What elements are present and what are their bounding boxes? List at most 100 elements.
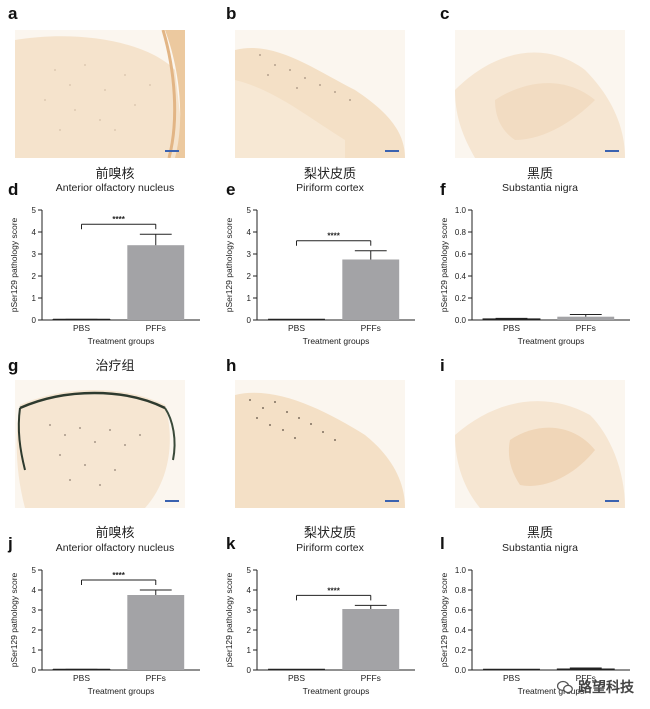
y-tick-label: 0.6 [455,606,467,615]
y-tick-label: 1 [32,646,37,655]
wechat-icon [557,680,573,694]
x-tick-label: PBS [288,673,305,683]
x-tick-label: PFFs [146,323,166,333]
chart-e-title-en: Piriform cortex [296,182,364,194]
x-tick-label: PFFs [576,323,596,333]
bar-chart-k: 0 1 2 3 4 5 pSer129 pathology score PBS PFFs Trea… [224,566,415,696]
chart-k-title-en: Piriform cortex [296,542,364,554]
x-tick-label: PBS [73,323,90,333]
micrograph-h [235,380,405,508]
y-tick-label: 1.0 [455,566,467,575]
y-tick-label: 1 [32,294,37,303]
y-axis-label: pSer129 pathology score [439,572,449,667]
watermark-text: 路望科技 [578,680,634,696]
y-tick-label: 4 [247,586,252,595]
y-tick-label: 1 [247,294,252,303]
x-tick-label: PBS [73,673,90,683]
chart-e-title-cn: 梨状皮质 [303,167,356,182]
x-axis-label: Treatment groups [303,686,370,696]
significance-stars: **** [112,571,125,580]
micrograph-a [15,30,185,158]
bar-chart-j: 0 1 2 3 4 5 pSer129 pathology score PBS PFFs Trea… [9,566,200,696]
panel-letter-l: l [440,534,445,553]
y-axis-label: pSer129 pathology score [439,217,449,312]
y-tick-label: 2 [32,626,37,635]
significance-stars: **** [327,586,340,595]
panel-letter-a: a [8,4,18,23]
x-axis-label: Treatment groups [303,336,370,346]
y-tick-label: 0 [247,666,252,675]
y-tick-label: 2 [32,272,37,281]
x-axis-label: Treatment groups [518,686,585,696]
chart-d-title-en: Anterior olfactory nucleus [55,182,175,194]
y-tick-label: 3 [247,250,252,259]
bar-chart-f: 0.0 0.2 0.4 0.6 0.8 1.0 pSer129 pathology scor… [439,206,630,346]
y-tick-label: 0.0 [455,666,467,675]
y-tick-label: 4 [247,228,252,237]
bar-pffs [127,595,185,670]
y-tick-label: 5 [32,206,37,215]
panel-letter-k: k [226,534,236,553]
micrograph-b [235,30,405,158]
x-axis-label: Treatment groups [88,686,155,696]
panel-letter-c: c [440,4,450,23]
y-tick-label: 5 [32,566,37,575]
micrograph-i [455,380,625,508]
chart-j-title-en: Anterior olfactory nucleus [55,542,175,554]
y-tick-label: 2 [247,626,252,635]
bar-pffs [557,316,615,320]
panel-letter-j: j [8,534,13,553]
y-tick-label: 4 [32,586,37,595]
panel-letter-i: i [440,356,445,375]
y-tick-label: 3 [32,250,37,259]
y-axis-label: pSer129 pathology score [224,572,234,667]
y-tick-label: 3 [32,606,37,615]
chart-l-title-en: Substantia nigra [502,542,578,554]
y-tick-label: 0.8 [455,586,467,595]
significance-stars: **** [112,215,125,224]
bar-pffs [342,609,400,670]
y-tick-label: 0 [32,316,37,325]
panel-letter-b: b [226,4,237,23]
micrograph-g [15,380,185,508]
chart-k-title-cn: 梨状皮质 [303,526,356,541]
micrograph-c [455,30,625,158]
y-tick-label: 5 [247,206,252,215]
chart-f-title-en: Substantia nigra [502,182,578,194]
x-tick-label: PBS [288,323,305,333]
x-tick-label: PBS [503,673,520,683]
chart-f-title-cn: 黑质 [526,167,553,182]
bar-pffs [342,259,400,320]
y-tick-label: 2 [247,272,252,281]
chart-j-title-cn: 前嗅核 [95,526,135,541]
y-tick-label: 0.6 [455,250,467,259]
y-tick-label: 0.0 [455,316,467,325]
y-tick-label: 5 [247,566,252,575]
y-tick-label: 3 [247,606,252,615]
panel-letter-g: g [8,356,19,375]
panel-letter-f: f [440,180,446,199]
panel-letter-e: e [226,180,236,199]
y-tick-label: 0.2 [455,646,467,655]
bar-chart-d: 0 1 2 3 4 5 pSer129 pathology score PBS PFFs Trea… [9,206,200,346]
x-tick-label: PFFs [361,323,381,333]
y-tick-label: 4 [32,228,37,237]
y-tick-label: 0.4 [455,272,467,281]
y-tick-label: 0.8 [455,228,467,237]
x-tick-label: PBS [503,323,520,333]
panel-letter-h: h [226,356,237,375]
chart-l-title-cn: 黑质 [526,526,553,541]
group-g-title-cn: 治疗组 [95,359,135,374]
chart-d-title-cn: 前嗅核 [95,167,135,182]
y-tick-label: 0.2 [455,294,467,303]
y-tick-label: 0 [247,316,252,325]
x-tick-label: PFFs [361,673,381,683]
significance-stars: **** [327,232,340,241]
bar-chart-e: 0 1 2 3 4 5 pSer129 pathology score PBS PFFs Trea… [224,206,415,346]
y-axis-label: pSer129 pathology score [224,217,234,312]
y-tick-label: 1.0 [455,206,467,215]
panel-letter-d: d [8,180,19,199]
bar-pffs [127,245,185,320]
y-axis-label: pSer129 pathology score [9,217,19,312]
y-tick-label: 0 [32,666,37,675]
